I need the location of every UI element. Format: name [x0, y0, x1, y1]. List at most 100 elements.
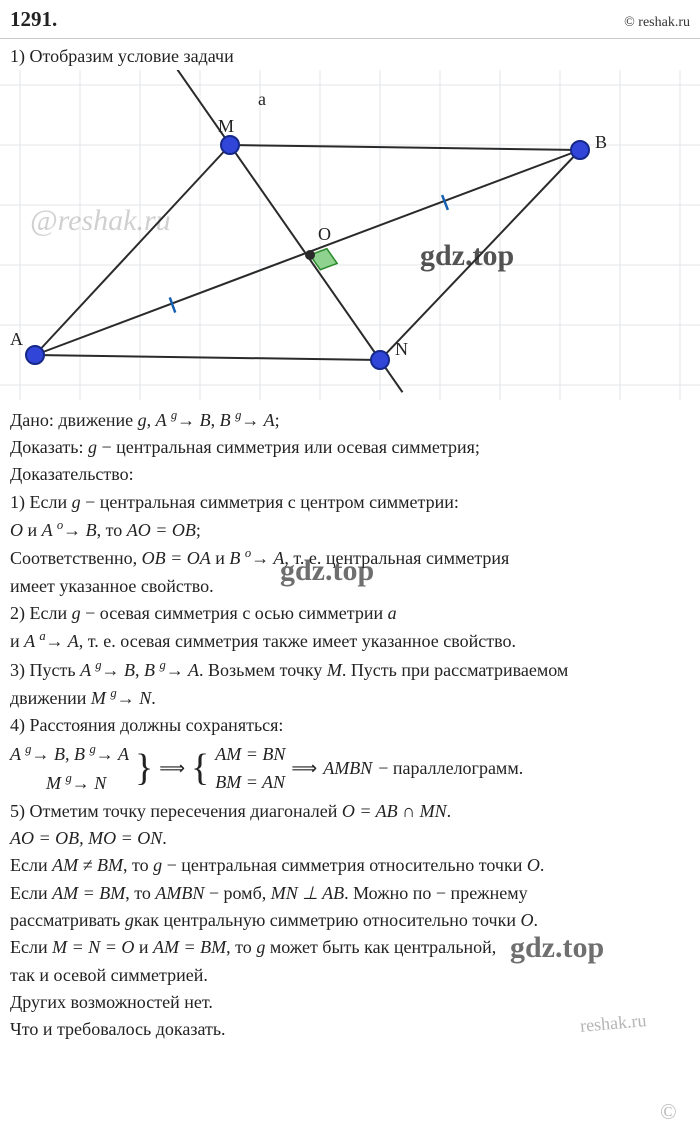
math-brace-left: A g→ B, B g→ A M g→ N — [10, 740, 129, 797]
math: M — [327, 660, 342, 680]
proof-label: Доказательство: — [10, 461, 690, 488]
given-line: Дано: движение g, A g→ B, B g→ A; — [10, 406, 690, 434]
math: AMBN — [323, 755, 372, 782]
text: Если — [10, 883, 52, 903]
line16: Если M = N = O и AM = BM, то g может быт… — [10, 934, 690, 961]
math: g — [72, 492, 81, 512]
math: A o→ B — [42, 520, 97, 540]
text: 5) Отметим точку пересечения диагоналей — [10, 801, 342, 821]
prove-line: Доказать: g − центральная симметрия или … — [10, 434, 690, 461]
text: , то — [226, 937, 256, 957]
line10: A g→ B, B g→ A M g→ N } ⟹ { AM = BN BM =… — [10, 740, 690, 798]
text: 1) Если — [10, 492, 72, 512]
copyright-icon: © — [660, 1095, 677, 1128]
text: 2) Если — [10, 603, 72, 623]
math: B o→ A — [229, 548, 284, 568]
svg-text:M: M — [218, 116, 234, 136]
implies-icon: ⟹ — [159, 755, 185, 782]
text: − ромб, — [204, 883, 270, 903]
math: a — [388, 603, 397, 623]
text: , то — [97, 520, 127, 540]
math: g — [88, 437, 97, 457]
text: , т. е. центральная симметрия — [284, 548, 509, 568]
math: AO = OB — [127, 520, 196, 540]
text: и — [10, 631, 24, 651]
line8: движении M g→ N. — [10, 684, 690, 712]
math: g — [153, 855, 162, 875]
line4: имеет указанное свойство. — [10, 573, 690, 600]
text: движении — [10, 688, 91, 708]
svg-text:a: a — [258, 89, 266, 109]
line14: Если AM = BM, то AMBN − ромб, MN ⊥ AB. М… — [10, 880, 690, 907]
text: Соответственно, — [10, 548, 142, 568]
text: Если — [10, 855, 52, 875]
math: g — [72, 603, 81, 623]
line1: 1) Если g − центральная симметрия с цент… — [10, 489, 690, 516]
math: B g→ A — [220, 410, 275, 430]
text: Дано: движение — [10, 410, 138, 430]
text: 3) Пусть — [10, 660, 80, 680]
text: может быть как центральной, — [265, 937, 496, 957]
text: − центральная симметрия или осевая симме… — [97, 437, 480, 457]
text: − центральная симметрия с центром симмет… — [81, 492, 459, 512]
math: AM = BM — [153, 937, 226, 957]
math: O — [527, 855, 540, 875]
site-credit: © reshak.ru — [624, 12, 690, 33]
svg-text:O: O — [318, 224, 331, 244]
text: Доказать: — [10, 437, 88, 457]
math-brace-right: AM = BN BM = AN — [215, 741, 285, 796]
text: . — [447, 801, 452, 821]
text: − параллелограмм. — [378, 755, 523, 782]
math: O — [10, 520, 23, 540]
text: Если — [10, 937, 52, 957]
text: ; — [275, 410, 280, 430]
geometry-diagram: @reshak.ruANMBOagdz.top — [0, 70, 700, 400]
implies-icon: ⟹ — [291, 755, 317, 782]
svg-text:N: N — [395, 339, 408, 359]
text: . Возьмем точку — [199, 660, 327, 680]
line3: Соответственно, OB = OA и B o→ A, т. е. … — [10, 544, 690, 572]
line2: O и A o→ B, то AO = OB; — [10, 516, 690, 544]
step1-label: 1) Отобразим условие задачи — [0, 39, 700, 70]
text: , то — [125, 883, 155, 903]
text: ; — [196, 520, 201, 540]
line13: Если AM ≠ BM, то g − центральная симметр… — [10, 852, 690, 879]
math: M = N = O — [52, 937, 134, 957]
line6: и A a→ A, т. е. осевая симметрия также и… — [10, 627, 690, 655]
text: и — [23, 520, 42, 540]
svg-text:gdz.top: gdz.top — [420, 239, 514, 272]
text: . — [533, 910, 538, 930]
line17: так и осевой симметрией. — [10, 962, 690, 989]
line9: 4) Расстояния должны сохраняться: — [10, 712, 690, 739]
math: g — [138, 410, 147, 430]
brace-icon: } — [135, 740, 153, 798]
math: O = AB ∩ MN — [342, 801, 447, 821]
math: A a→ A — [24, 631, 79, 651]
math: AO = OB, MO = ON — [10, 828, 162, 848]
math: MN ⊥ AB — [271, 883, 344, 903]
math: AM = BN — [215, 744, 285, 764]
math: O — [520, 910, 533, 930]
text: − осевая симметрия с осью симметрии — [81, 603, 388, 623]
text: как центральную симметрию относительно т… — [134, 910, 521, 930]
text: . — [151, 688, 156, 708]
header: 1291. © reshak.ru — [0, 0, 700, 39]
text: и — [134, 937, 153, 957]
line15: рассматривать gкак центральную симметрию… — [10, 907, 690, 934]
line5: 2) Если g − осевая симметрия с осью симм… — [10, 600, 690, 627]
text: − центральная симметрия относительно точ… — [162, 855, 527, 875]
math: A g→ B — [80, 660, 135, 680]
text: и — [211, 548, 230, 568]
proof-content: Дано: движение g, A g→ B, B g→ A; Доказа… — [0, 400, 700, 1054]
math: AM = BM — [52, 883, 125, 903]
text: , то — [123, 855, 153, 875]
math: M g→ N — [91, 688, 151, 708]
line18: Других возможностей нет. — [10, 989, 690, 1016]
text: . Можно по − прежнему — [344, 883, 528, 903]
line11: 5) Отметим точку пересечения диагоналей … — [10, 798, 690, 825]
brace-icon: { — [191, 740, 209, 798]
text: , т. е. осевая симметрия также имеет ука… — [79, 631, 516, 651]
math: OB = OA — [142, 548, 211, 568]
math: AMBN — [155, 883, 204, 903]
svg-text:B: B — [595, 132, 607, 152]
